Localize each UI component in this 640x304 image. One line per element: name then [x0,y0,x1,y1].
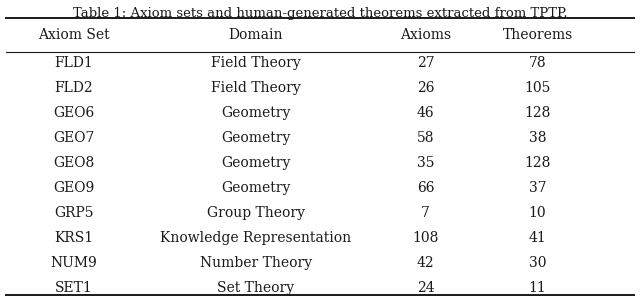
Text: Axiom Set: Axiom Set [38,28,109,42]
Text: KRS1: KRS1 [54,231,93,245]
Text: 66: 66 [417,181,435,195]
Text: Field Theory: Field Theory [211,81,301,95]
Text: Geometry: Geometry [221,156,291,170]
Text: 58: 58 [417,131,435,145]
Text: 78: 78 [529,56,547,70]
Text: 10: 10 [529,206,547,220]
Text: 42: 42 [417,256,435,270]
Text: FLD1: FLD1 [54,56,93,70]
Text: Theorems: Theorems [502,28,573,42]
Text: GRP5: GRP5 [54,206,93,220]
Text: Knowledge Representation: Knowledge Representation [161,231,351,245]
Text: 108: 108 [412,231,439,245]
Text: Table 1: Axiom sets and human-generated theorems extracted from TPTP.: Table 1: Axiom sets and human-generated … [73,7,567,20]
Text: 27: 27 [417,56,435,70]
Text: 24: 24 [417,281,435,295]
Text: 37: 37 [529,181,547,195]
Text: GEO6: GEO6 [53,106,94,120]
Text: 46: 46 [417,106,435,120]
Text: GEO7: GEO7 [53,131,94,145]
Text: Axioms: Axioms [400,28,451,42]
Text: Geometry: Geometry [221,106,291,120]
Text: 38: 38 [529,131,547,145]
Text: SET1: SET1 [55,281,92,295]
Text: Set Theory: Set Theory [218,281,294,295]
Text: 26: 26 [417,81,435,95]
Text: Geometry: Geometry [221,181,291,195]
Text: 11: 11 [529,281,547,295]
Text: Field Theory: Field Theory [211,56,301,70]
Text: FLD2: FLD2 [54,81,93,95]
Text: NUM9: NUM9 [50,256,97,270]
Text: Domain: Domain [228,28,284,42]
Text: 35: 35 [417,156,435,170]
Text: Number Theory: Number Theory [200,256,312,270]
Text: Geometry: Geometry [221,131,291,145]
Text: 41: 41 [529,231,547,245]
Text: 105: 105 [524,81,551,95]
Text: GEO9: GEO9 [53,181,94,195]
Text: 30: 30 [529,256,547,270]
Text: GEO8: GEO8 [53,156,94,170]
Text: Group Theory: Group Theory [207,206,305,220]
Text: 7: 7 [421,206,430,220]
Text: 128: 128 [524,156,551,170]
Text: 128: 128 [524,106,551,120]
